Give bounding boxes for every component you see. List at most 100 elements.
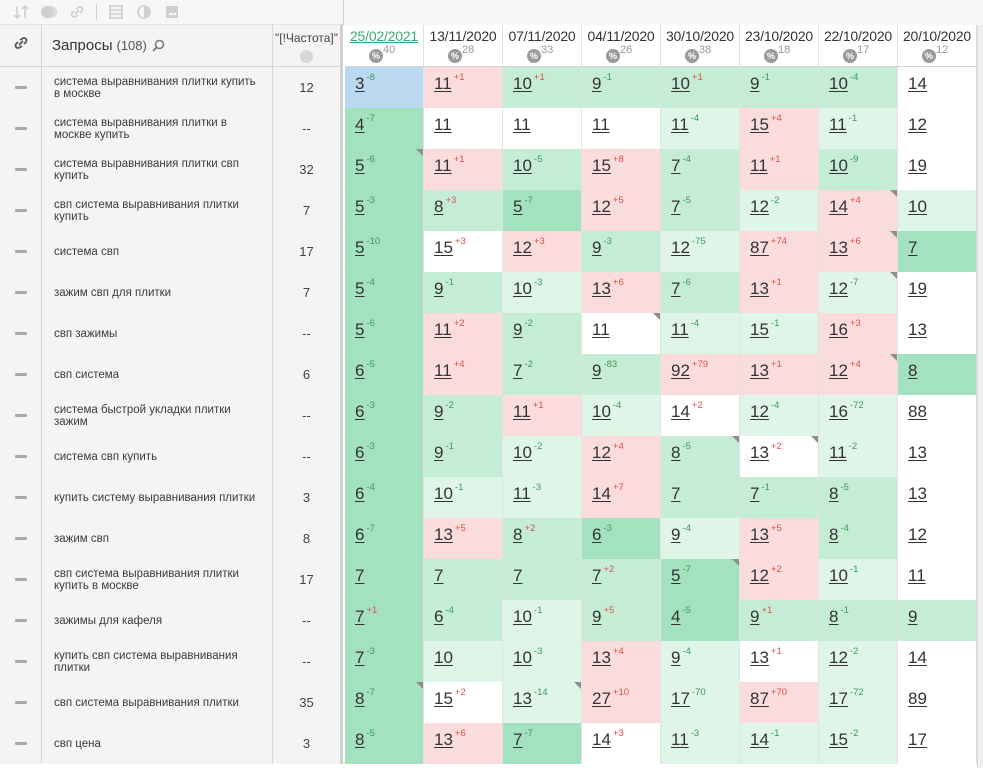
- date-column-header[interactable]: 23/10/2020% 18: [740, 25, 819, 66]
- position-cell[interactable]: 5 -6: [345, 149, 424, 190]
- position-cell[interactable]: 12 -7: [819, 272, 898, 313]
- position-value[interactable]: 10: [434, 484, 453, 503]
- position-cell[interactable]: 15 +4: [740, 108, 819, 149]
- position-value[interactable]: 12: [829, 279, 848, 298]
- position-cell[interactable]: 88: [898, 395, 977, 436]
- position-cell[interactable]: 5 -10: [345, 231, 424, 272]
- position-cell[interactable]: 12 -2: [819, 641, 898, 682]
- position-value[interactable]: 9: [513, 320, 523, 339]
- position-cell[interactable]: 92 +79: [661, 354, 740, 395]
- position-cell[interactable]: 9 -2: [503, 313, 582, 354]
- position-value[interactable]: 7: [750, 484, 760, 503]
- row-link-cell[interactable]: [0, 190, 42, 231]
- position-value[interactable]: 7: [513, 566, 523, 585]
- position-cell[interactable]: 11: [898, 559, 977, 600]
- row-link-cell[interactable]: [0, 518, 42, 559]
- position-value[interactable]: 9: [434, 279, 444, 298]
- position-cell[interactable]: 16 +3: [819, 313, 898, 354]
- position-value[interactable]: 12: [671, 238, 690, 257]
- percent-icon[interactable]: %: [764, 49, 778, 63]
- position-value[interactable]: 13: [908, 443, 927, 462]
- position-cell[interactable]: 9 -2: [424, 395, 503, 436]
- position-value[interactable]: 9: [671, 648, 681, 667]
- position-cell[interactable]: 10 -2: [503, 436, 582, 477]
- position-value[interactable]: 15: [750, 115, 769, 134]
- row-link-cell[interactable]: [0, 723, 42, 764]
- position-cell[interactable]: 13 +2: [740, 436, 819, 477]
- position-cell[interactable]: 15 -1: [740, 313, 819, 354]
- position-value[interactable]: 10: [513, 443, 532, 462]
- position-cell[interactable]: 14 +7: [582, 477, 661, 518]
- position-cell[interactable]: 13 +5: [424, 518, 503, 559]
- position-value[interactable]: 5: [513, 197, 523, 216]
- date-label[interactable]: 04/11/2020: [587, 28, 655, 44]
- date-label[interactable]: 20/10/2020: [902, 28, 972, 44]
- position-value[interactable]: 9: [908, 607, 918, 626]
- position-value[interactable]: 7: [592, 566, 602, 585]
- position-value[interactable]: 10: [434, 648, 453, 667]
- position-value[interactable]: 13: [750, 361, 769, 380]
- position-value[interactable]: 9: [592, 74, 602, 93]
- position-value[interactable]: 7: [355, 648, 365, 667]
- position-cell[interactable]: 8 -5: [819, 477, 898, 518]
- position-value[interactable]: 7: [671, 197, 681, 216]
- position-value[interactable]: 6: [355, 402, 365, 421]
- position-cell[interactable]: 11 -4: [661, 313, 740, 354]
- position-value[interactable]: 9: [434, 443, 444, 462]
- position-cell[interactable]: 12 +4: [819, 354, 898, 395]
- percent-icon[interactable]: %: [922, 49, 936, 63]
- percent-icon[interactable]: %: [843, 49, 857, 63]
- position-cell[interactable]: 5 -4: [345, 272, 424, 313]
- position-value[interactable]: 10: [829, 74, 848, 93]
- position-value[interactable]: 12: [750, 197, 769, 216]
- position-value[interactable]: 13: [434, 525, 453, 544]
- position-value[interactable]: 92: [671, 361, 690, 380]
- position-value[interactable]: 11: [513, 115, 531, 134]
- position-value[interactable]: 9: [592, 607, 602, 626]
- position-cell[interactable]: 8 -4: [819, 518, 898, 559]
- position-value[interactable]: 89: [908, 689, 927, 708]
- position-cell[interactable]: 27 +10: [582, 682, 661, 723]
- position-cell[interactable]: 7: [345, 559, 424, 600]
- percent-icon[interactable]: %: [527, 49, 541, 63]
- position-cell[interactable]: 7 -5: [661, 190, 740, 231]
- position-cell[interactable]: 12 -4: [740, 395, 819, 436]
- position-cell[interactable]: 14 +2: [661, 395, 740, 436]
- date-column-header[interactable]: 22/10/2020% 17: [819, 25, 898, 66]
- position-value[interactable]: 10: [513, 648, 532, 667]
- row-link-cell[interactable]: [0, 272, 42, 313]
- position-cell[interactable]: 15 +2: [424, 682, 503, 723]
- position-value[interactable]: 9: [592, 361, 602, 380]
- position-cell[interactable]: 8 +2: [503, 518, 582, 559]
- position-value[interactable]: 12: [908, 115, 927, 134]
- position-value[interactable]: 13: [829, 238, 848, 257]
- position-cell[interactable]: 10 -1: [424, 477, 503, 518]
- position-cell[interactable]: 17 -72: [819, 682, 898, 723]
- position-cell[interactable]: 17: [898, 723, 977, 764]
- date-label[interactable]: 07/11/2020: [508, 28, 576, 44]
- position-value[interactable]: 12: [592, 443, 611, 462]
- position-cell[interactable]: 13 +6: [582, 272, 661, 313]
- position-value[interactable]: 11: [671, 320, 689, 339]
- position-cell[interactable]: 9 -83: [582, 354, 661, 395]
- position-cell[interactable]: 12: [898, 518, 977, 559]
- position-value[interactable]: 11: [434, 115, 452, 134]
- position-value[interactable]: 13: [908, 320, 927, 339]
- position-value[interactable]: 13: [750, 525, 769, 544]
- row-link-cell[interactable]: [0, 67, 42, 108]
- position-value[interactable]: 14: [671, 402, 690, 421]
- position-cell[interactable]: 11 -2: [819, 436, 898, 477]
- position-value[interactable]: 8: [355, 730, 365, 749]
- position-cell[interactable]: 5 -7: [503, 190, 582, 231]
- position-value[interactable]: 11: [750, 156, 768, 175]
- position-cell[interactable]: 11 -3: [503, 477, 582, 518]
- row-link-cell[interactable]: [0, 641, 42, 682]
- position-value[interactable]: 8: [829, 484, 839, 503]
- position-cell[interactable]: 13: [898, 477, 977, 518]
- position-value[interactable]: 11: [513, 484, 531, 503]
- position-cell[interactable]: 11 +4: [424, 354, 503, 395]
- position-value[interactable]: 13: [513, 689, 532, 708]
- position-cell[interactable]: 9: [898, 600, 977, 641]
- position-value[interactable]: 10: [513, 279, 532, 298]
- position-cell[interactable]: 13 +6: [819, 231, 898, 272]
